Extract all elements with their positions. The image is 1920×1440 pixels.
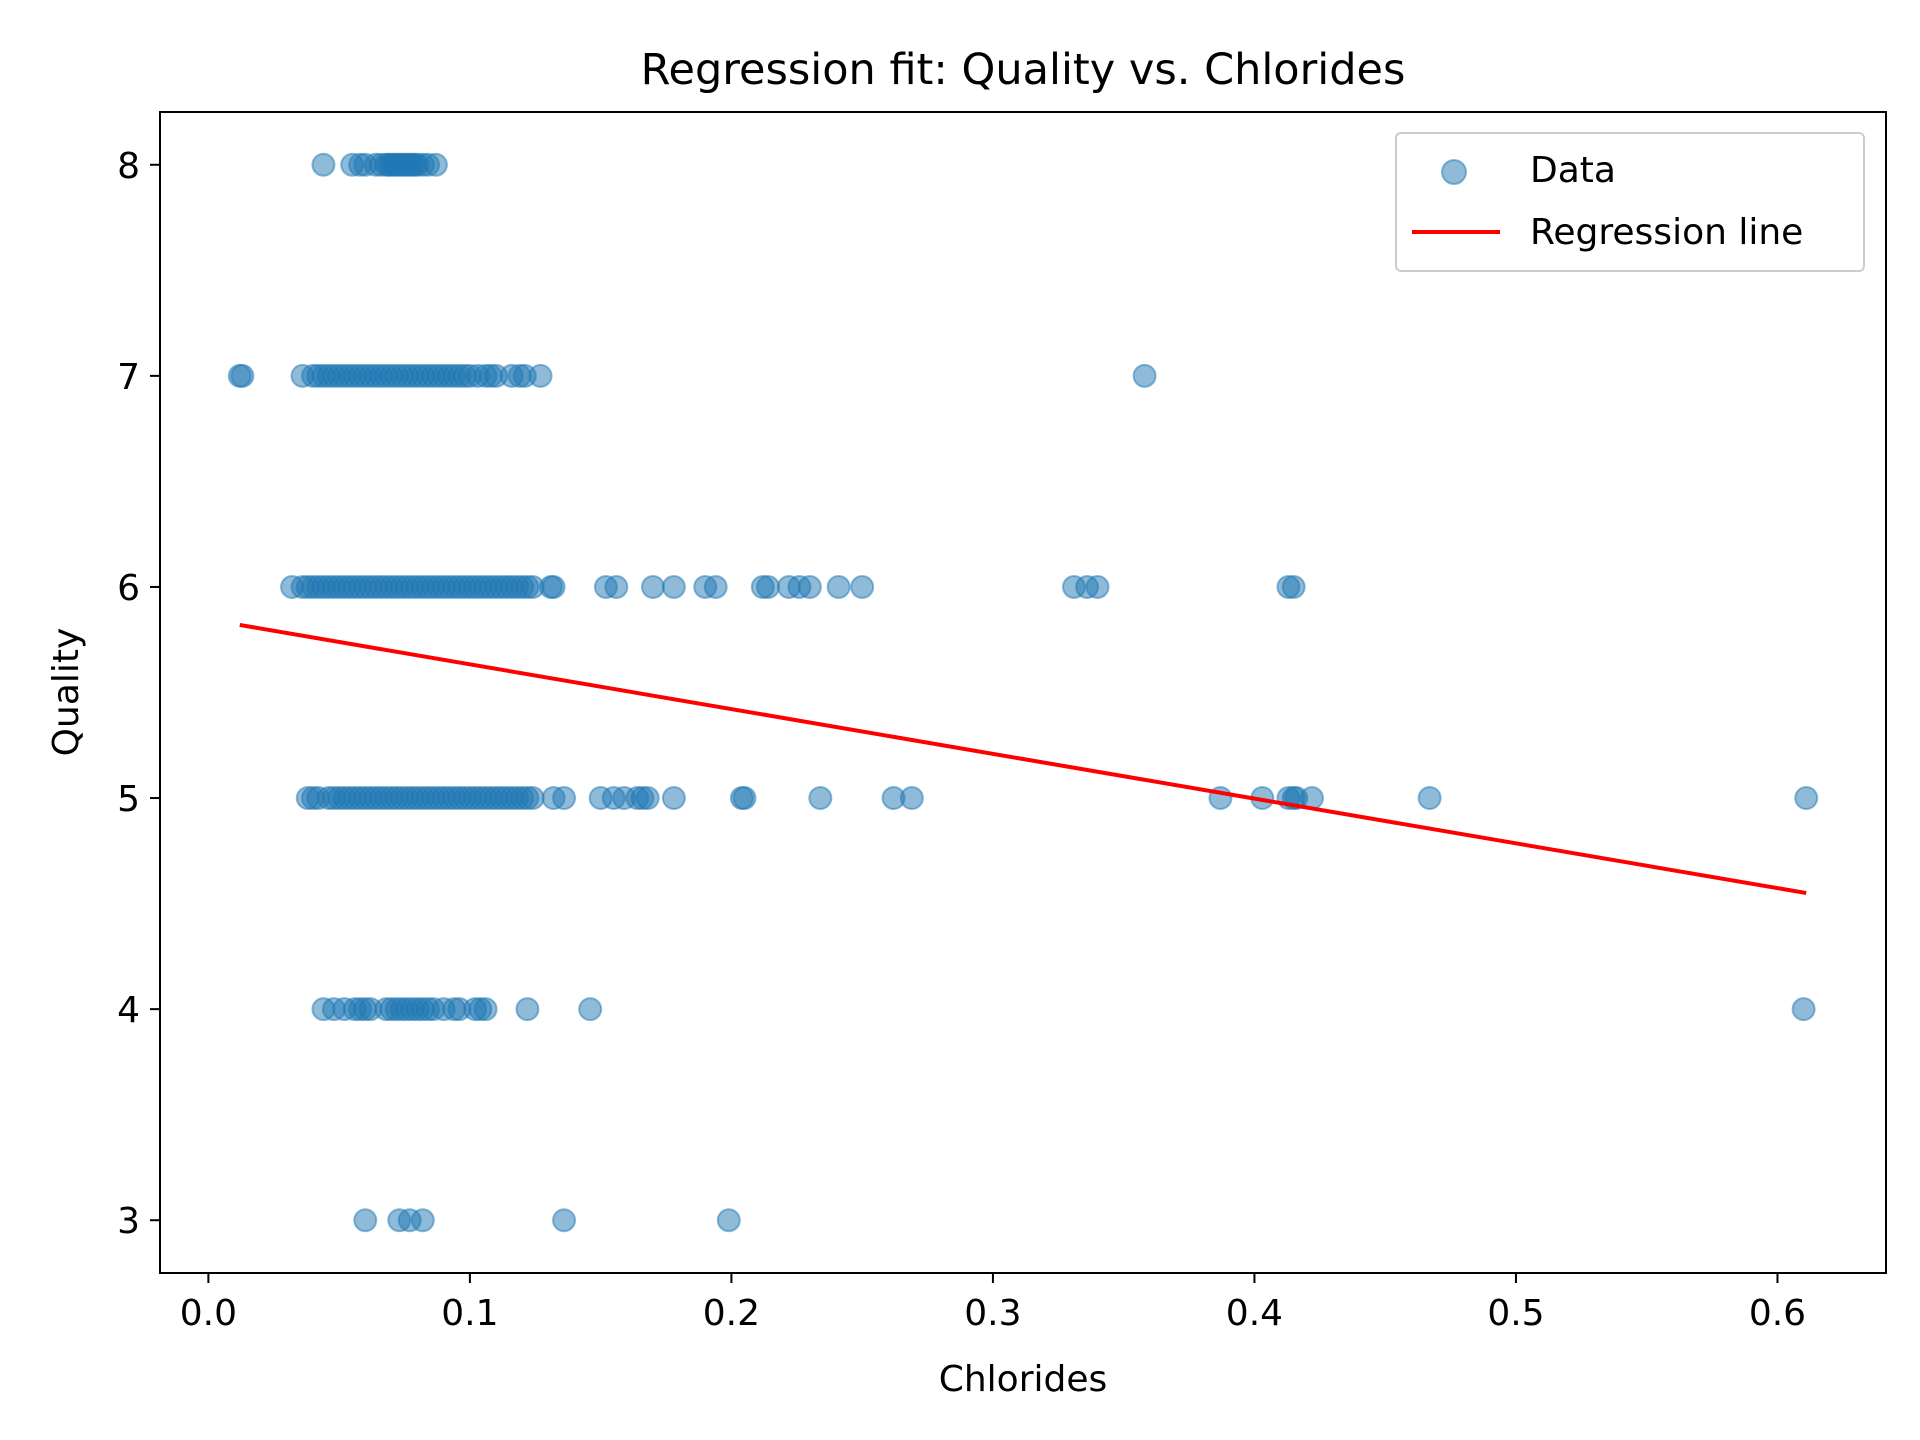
x-tick-label: 0.0: [180, 1293, 237, 1334]
plot-area: [227, 152, 1819, 1233]
scatter-point: [756, 574, 781, 599]
scatter-point: [552, 786, 577, 811]
scatter-point: [311, 152, 336, 177]
scatter-point: [732, 786, 757, 811]
x-tick-label: 0.4: [1226, 1293, 1283, 1334]
y-tick-label: 6: [117, 568, 140, 609]
legend: Data Regression line: [1395, 132, 1865, 272]
legend-line-label: Regression line: [1530, 212, 1803, 253]
x-tick-label: 0.5: [1487, 1293, 1544, 1334]
y-tick-label: 7: [117, 357, 140, 398]
chart-title: Regression fit: Quality vs. Chlorides: [641, 45, 1406, 95]
x-axis-ticks: 0.0 0.1 0.2 0.3 0.4 0.5 0.6: [180, 1273, 1806, 1334]
scatter-point: [797, 574, 822, 599]
scatter-point: [473, 997, 498, 1022]
scatter-point: [1791, 997, 1816, 1022]
scatter-point: [661, 574, 686, 599]
scatter-point: [230, 363, 255, 388]
y-tick-label: 3: [117, 1201, 140, 1242]
scatter-point: [423, 152, 448, 177]
legend-data-marker: [1441, 159, 1467, 185]
scatter-point: [520, 786, 545, 811]
scatter-point: [716, 1208, 741, 1233]
scatter-point: [635, 786, 660, 811]
scatter-point: [552, 1208, 577, 1233]
scatter-point: [703, 574, 728, 599]
x-axis-label: Chlorides: [939, 1359, 1108, 1400]
scatter-point: [899, 786, 924, 811]
y-axis-ticks: 3 4 5 6 7 8: [117, 146, 160, 1242]
scatter-point: [1794, 786, 1819, 811]
y-tick-label: 4: [117, 990, 140, 1031]
scatter-point: [1417, 786, 1442, 811]
y-axis-label: Quality: [46, 628, 87, 757]
scatter-point: [661, 786, 686, 811]
regression-line: [239, 622, 1807, 896]
scatter-point: [808, 786, 833, 811]
scatter-point: [604, 574, 629, 599]
x-tick-label: 0.2: [703, 1293, 760, 1334]
legend-data-label: Data: [1530, 150, 1616, 191]
scatter-point: [1281, 574, 1306, 599]
scatter-point: [515, 997, 540, 1022]
plot-frame: [159, 111, 1887, 1274]
y-tick-label: 5: [117, 779, 140, 820]
scatter-point: [578, 997, 603, 1022]
scatter-point: [850, 574, 875, 599]
scatter-point: [1085, 574, 1110, 599]
scatter-point: [528, 363, 553, 388]
scatter-point: [826, 574, 851, 599]
y-tick-label: 8: [117, 146, 140, 187]
scatter-point: [410, 1208, 435, 1233]
x-tick-label: 0.3: [964, 1293, 1021, 1334]
scatter-point: [1132, 363, 1157, 388]
scatter-point: [640, 574, 665, 599]
legend-box: [1395, 132, 1865, 272]
scatter-point: [353, 1208, 378, 1233]
x-tick-label: 0.6: [1749, 1293, 1806, 1334]
scatter-point: [541, 574, 566, 599]
x-tick-label: 0.1: [441, 1293, 498, 1334]
